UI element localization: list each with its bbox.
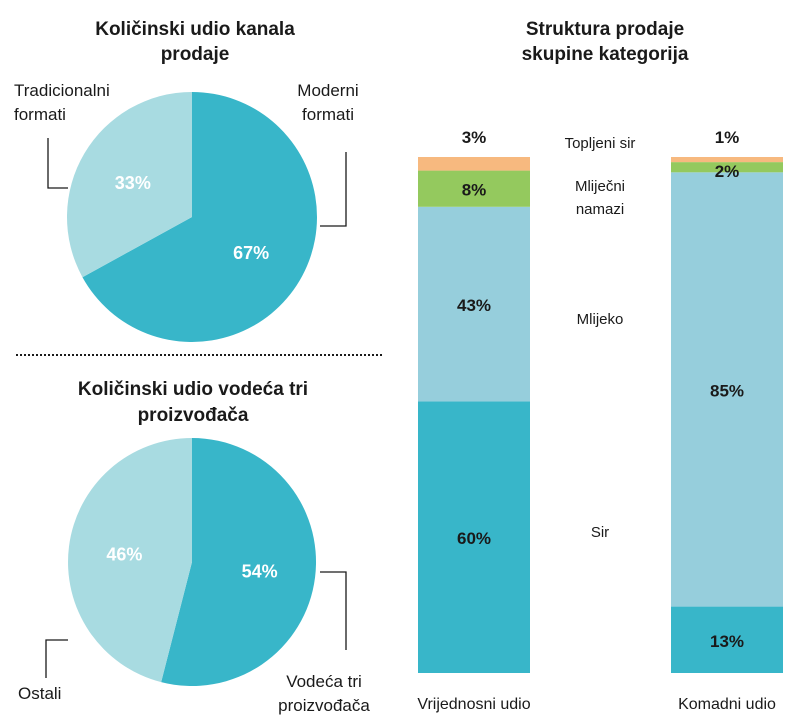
slice-category-label: Moderni [297,81,358,100]
bar-value-label: 3% [462,128,487,147]
bar-segment [418,401,530,673]
chart-title: Količinski udio kanala [95,19,295,40]
bar-value-label: 43% [457,296,491,315]
bar-value-label: 60% [457,529,491,548]
bar-segment [671,606,783,673]
chart-title: prodaje [161,44,230,65]
bar-value-label: 2% [715,162,740,181]
bar-segment [418,206,530,402]
bar-segment [418,170,530,207]
pie-slice [66,91,192,278]
series-label: Mlijeko [577,311,624,328]
chart-title: Struktura prodaje [526,19,684,40]
chart-title: proizvođača [138,405,249,426]
slice-value-label: 33% [115,173,151,193]
bar-segment [671,157,783,163]
series-label: Topljeni sir [565,135,636,152]
slice-value-label: 46% [106,544,142,564]
bar-value-label: 1% [715,128,740,147]
bar-segment [671,162,783,173]
slice-category-label: Vodeća tri [286,672,362,691]
slice-category-label: Ostali [18,684,61,703]
bar-value-label: 85% [710,381,744,400]
slice-category-label: proizvođača [278,696,370,715]
slice-value-label: 54% [242,562,278,582]
bar-segment [671,172,783,607]
slice-value-label: 67% [233,243,269,263]
slice-category-label: Tradicionalni [14,81,110,100]
chart-title: Količinski udio vodeća tri [78,379,308,400]
bar-value-label: 8% [462,181,487,200]
series-label: Sir [591,524,609,541]
pie-slice [68,438,192,683]
leader-line [320,571,347,650]
leader-line [47,138,68,189]
pie-slice [161,438,317,686]
series-label: namazi [576,201,624,218]
series-label: Mliječni [575,178,625,195]
chart-title: skupine kategorija [522,44,689,65]
slice-category-label: formati [14,105,66,124]
category-label: Vrijednosni udio [417,696,530,713]
bar-segment [418,157,530,171]
bar-value-label: 13% [710,632,744,651]
leader-line [320,152,347,227]
slice-category-label: formati [302,105,354,124]
leader-line [45,639,68,678]
pie-slice [82,92,317,342]
category-label: Komadni udio [678,696,776,713]
